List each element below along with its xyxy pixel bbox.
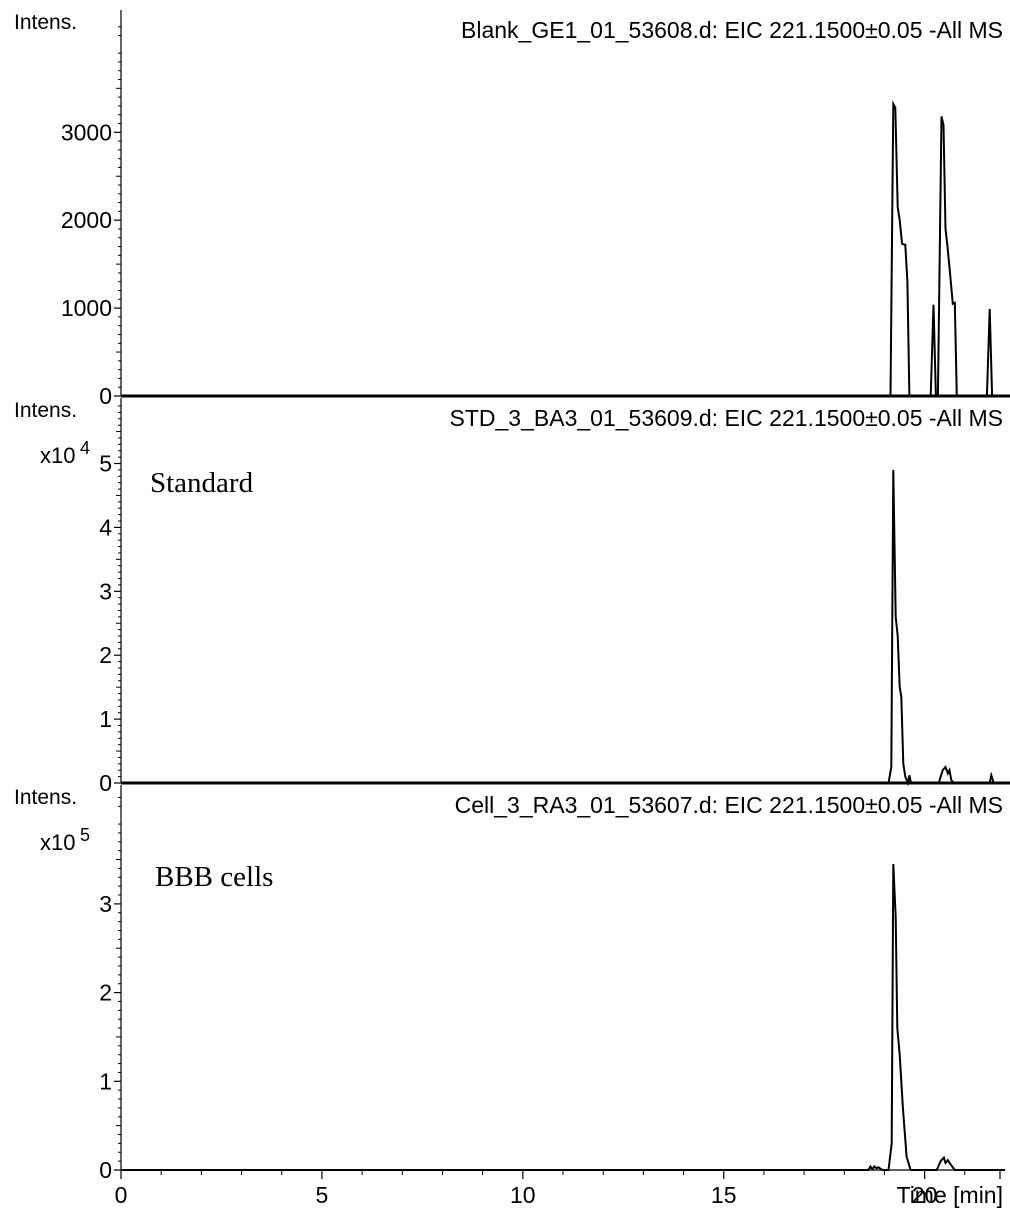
eic-trace-series-1	[121, 469, 1005, 787]
y-tick-label: 1	[99, 706, 112, 732]
y-tick-label: 1000	[61, 295, 112, 321]
x-tick-label: 0	[115, 1182, 128, 1208]
y-tick-label: 3000	[61, 119, 112, 145]
x-tick-label: 20	[912, 1182, 938, 1208]
y-exponent: 5	[80, 825, 90, 845]
y-multiplier: x10	[40, 443, 75, 468]
y-tick-label: 2	[99, 642, 112, 668]
y-axis-label: Intens.	[14, 11, 77, 34]
y-tick-label: 3	[99, 891, 112, 917]
y-tick-label: 0	[99, 383, 112, 409]
panel-title: STD_3_BA3_01_53609.d: EIC 221.1500±0.05 …	[450, 405, 1003, 431]
panel-title: Cell_3_RA3_01_53607.d: EIC 221.1500±0.05…	[455, 792, 1003, 818]
y-tick-label: 2000	[61, 207, 112, 233]
y-tick-label: 2	[99, 980, 112, 1006]
y-tick-label: 0	[99, 1157, 112, 1183]
y-multiplier: x10	[40, 830, 75, 855]
y-axis-label: Intens.	[14, 786, 77, 809]
eic-trace-series-1	[121, 100, 1005, 397]
y-tick-label: 1	[99, 1068, 112, 1094]
y-tick-label: 0	[99, 770, 112, 796]
y-exponent: 4	[80, 438, 90, 458]
y-tick-label: 3	[99, 578, 112, 604]
panel-annotation: Standard	[150, 467, 254, 499]
panel-annotation: BBB cells	[155, 861, 273, 893]
panel-1: 0 1000 2000 3000 Intens. Blank_GE1_01_53608.d…	[14, 10, 1010, 409]
y-axis-label: Intens.	[14, 399, 77, 422]
x-tick-label: 15	[711, 1182, 737, 1208]
x-axis-label: Time [min]	[897, 1182, 1004, 1208]
x-tick-label: 5	[316, 1182, 329, 1208]
y-tick-label: 5	[99, 451, 112, 477]
x-tick-label: 10	[510, 1182, 536, 1208]
panel-title: Blank_GE1_01_53608.d: EIC 221.1500±0.05 …	[461, 17, 1003, 43]
eic-trace-series-1	[121, 863, 1005, 1171]
y-tick-label: 4	[99, 514, 112, 540]
